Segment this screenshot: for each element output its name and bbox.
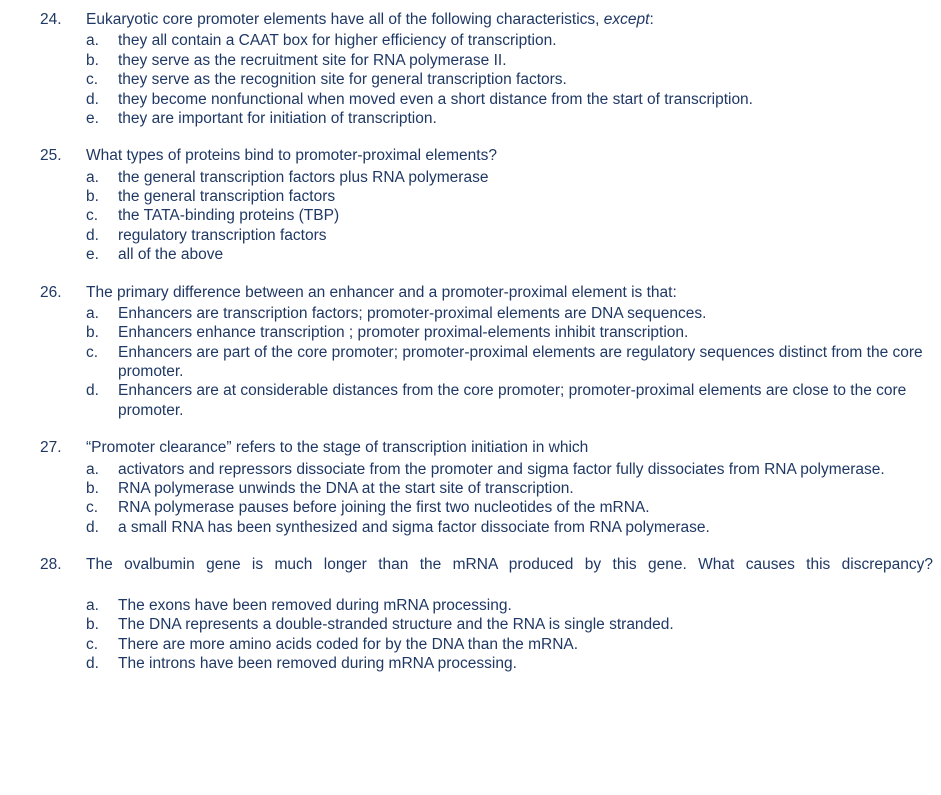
option-text: they are important for initiation of tra… [118,109,933,128]
option-a: a.activators and repressors dissociate f… [86,460,933,479]
question-24: 24. Eukaryotic core promoter elements ha… [40,10,933,128]
option-a: a.Enhancers are transcription factors; p… [86,304,933,323]
option-text: RNA polymerase unwinds the DNA at the st… [118,479,933,498]
question-stem: The primary difference between an enhanc… [86,283,933,302]
question-body: The primary difference between an enhanc… [86,283,933,421]
option-text: The introns have been removed during mRN… [118,654,933,673]
option-letter: e. [86,109,118,128]
question-27: 27. “Promoter clearance” refers to the s… [40,438,933,537]
question-body: “Promoter clearance” refers to the stage… [86,438,933,537]
option-c: c.the TATA-binding proteins (TBP) [86,206,933,225]
option-text: regulatory transcription factors [118,226,933,245]
option-e: e.all of the above [86,245,933,264]
option-text: Enhancers are at considerable distances … [118,381,933,420]
question-stem: What types of proteins bind to promoter-… [86,146,933,165]
option-letter: a. [86,304,118,323]
option-text: Enhancers enhance transcription ; promot… [118,323,933,342]
question-25: 25. What types of proteins bind to promo… [40,146,933,264]
question-stem: Eukaryotic core promoter elements have a… [86,10,933,29]
option-letter: c. [86,70,118,89]
option-a: a.the general transcription factors plus… [86,168,933,187]
option-text: a small RNA has been synthesized and sig… [118,518,933,537]
option-letter: d. [86,226,118,245]
question-stem: The ovalbumin gene is much longer than t… [86,555,933,594]
option-letter: a. [86,168,118,187]
option-d: d.The introns have been removed during m… [86,654,933,673]
question-body: Eukaryotic core promoter elements have a… [86,10,933,128]
option-b: b.The DNA represents a double-stranded s… [86,615,933,634]
option-e: e.they are important for initiation of t… [86,109,933,128]
option-letter: a. [86,596,118,615]
question-28: 28. The ovalbumin gene is much longer th… [40,555,933,673]
stem-text-italic: except [604,11,650,28]
option-b: b.the general transcription factors [86,187,933,206]
option-letter: b. [86,51,118,70]
option-text: the general transcription factors plus R… [118,168,933,187]
option-text: the TATA-binding proteins (TBP) [118,206,933,225]
option-c: c.Enhancers are part of the core promote… [86,343,933,382]
question-number: 25. [40,146,86,264]
option-a: a.they all contain a CAAT box for higher… [86,31,933,50]
option-d: d.a small RNA has been synthesized and s… [86,518,933,537]
option-letter: b. [86,615,118,634]
question-stem: “Promoter clearance” refers to the stage… [86,438,933,457]
option-letter: c. [86,498,118,517]
option-text: the general transcription factors [118,187,933,206]
option-text: they all contain a CAAT box for higher e… [118,31,933,50]
option-b: b.Enhancers enhance transcription ; prom… [86,323,933,342]
option-b: b.they serve as the recruitment site for… [86,51,933,70]
option-letter: b. [86,187,118,206]
stem-text-post: : [649,11,653,28]
option-c: c.There are more amino acids coded for b… [86,635,933,654]
option-letter: d. [86,518,118,537]
option-d: d.regulatory transcription factors [86,226,933,245]
question-body: What types of proteins bind to promoter-… [86,146,933,264]
option-text: all of the above [118,245,933,264]
option-text: RNA polymerase pauses before joining the… [118,498,933,517]
option-letter: b. [86,479,118,498]
option-a: a.The exons have been removed during mRN… [86,596,933,615]
question-number: 24. [40,10,86,128]
option-letter: e. [86,245,118,264]
option-letter: d. [86,90,118,109]
question-26: 26. The primary difference between an en… [40,283,933,421]
stem-text-pre: Eukaryotic core promoter elements have a… [86,11,604,28]
option-letter: a. [86,460,118,479]
option-text: they become nonfunctional when moved eve… [118,90,933,109]
option-letter: c. [86,206,118,225]
option-d: d.they become nonfunctional when moved e… [86,90,933,109]
option-text: The DNA represents a double-stranded str… [118,615,933,634]
question-body: The ovalbumin gene is much longer than t… [86,555,933,673]
option-text: they serve as the recognition site for g… [118,70,933,89]
option-letter: c. [86,635,118,654]
option-text: There are more amino acids coded for by … [118,635,933,654]
option-b: b.RNA polymerase unwinds the DNA at the … [86,479,933,498]
option-d: d.Enhancers are at considerable distance… [86,381,933,420]
question-number: 26. [40,283,86,421]
option-c: c.they serve as the recognition site for… [86,70,933,89]
option-text: activators and repressors dissociate fro… [118,460,933,479]
option-text: The exons have been removed during mRNA … [118,596,933,615]
option-text: they serve as the recruitment site for R… [118,51,933,70]
option-text: Enhancers are transcription factors; pro… [118,304,933,323]
question-number: 27. [40,438,86,537]
option-letter: c. [86,343,118,382]
option-text: Enhancers are part of the core promoter;… [118,343,933,382]
option-c: c.RNA polymerase pauses before joining t… [86,498,933,517]
option-letter: a. [86,31,118,50]
option-letter: d. [86,654,118,673]
question-number: 28. [40,555,86,673]
option-letter: d. [86,381,118,420]
option-letter: b. [86,323,118,342]
